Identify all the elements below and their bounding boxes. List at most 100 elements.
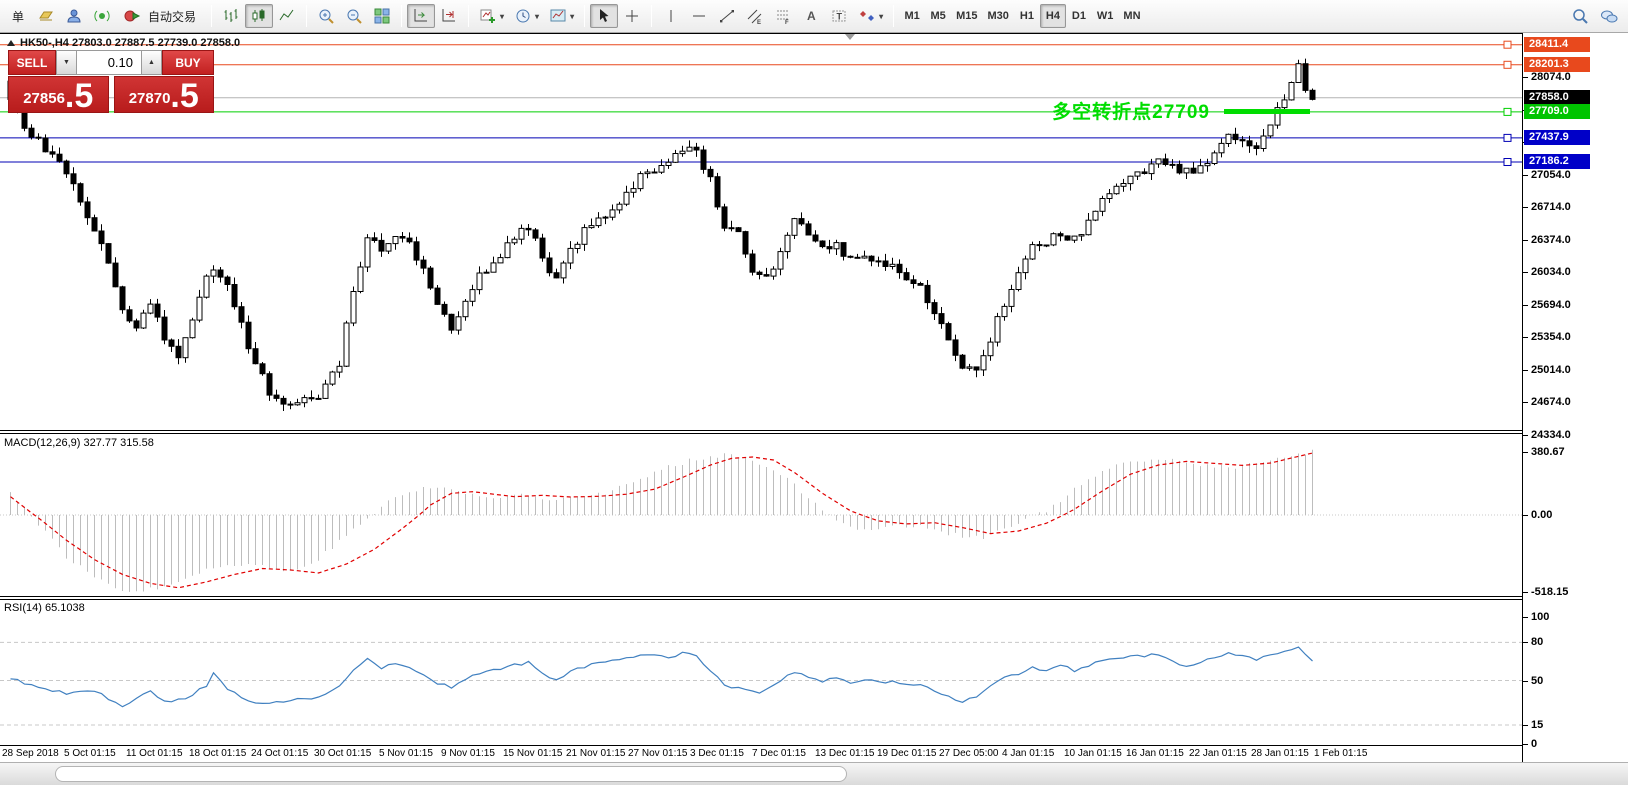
horizontal-line-button[interactable] [685, 4, 713, 28]
timeframe-group: M1 M5 M15 M30 H1 H4 D1 W1 MN [899, 4, 1145, 28]
sell-price-display[interactable]: 27856 .5 [8, 76, 109, 113]
zoom-out-button[interactable] [340, 4, 368, 28]
price-level-badge: 28201.3 [1524, 57, 1590, 72]
status-message-box [55, 766, 847, 782]
price-level-badge: 27437.9 [1524, 130, 1590, 145]
cursor-button[interactable] [590, 4, 619, 28]
price-level-badge: 27186.2 [1524, 154, 1590, 169]
buy-button[interactable]: BUY [162, 50, 214, 75]
price-tick-label: 28074.0 [1523, 71, 1571, 83]
crosshair-button[interactable] [618, 4, 646, 28]
vertical-line-button[interactable] [657, 4, 685, 28]
search-button[interactable] [1566, 4, 1594, 28]
community-button[interactable] [60, 4, 88, 28]
timeframe-m1-button[interactable]: M1 [899, 4, 925, 28]
cursor-icon [600, 9, 609, 22]
price-tick-label: 27054.0 [1523, 169, 1571, 181]
svg-text:T: T [837, 12, 843, 22]
dropdown-arrow-icon: ▾ [570, 11, 575, 21]
auto-scroll-icon [414, 9, 428, 22]
indicators-button[interactable]: ▾ [474, 4, 509, 28]
signals-button[interactable] [88, 4, 116, 28]
zoom-in-icon [319, 9, 334, 24]
text-label-icon: T [832, 10, 846, 22]
auto-trading-button[interactable]: 自动交易 [116, 4, 206, 28]
templates-button[interactable]: ▾ [544, 4, 579, 28]
bar-chart-button[interactable] [217, 4, 245, 28]
time-axis-label: 9 Nov 01:15 [441, 748, 495, 759]
timeframe-w1-button[interactable]: W1 [1092, 4, 1119, 28]
text-button[interactable]: A [797, 4, 825, 28]
template-icon [550, 9, 566, 22]
timeframe-h1-button[interactable]: H1 [1014, 4, 1040, 28]
time-axis-label: 18 Oct 01:15 [189, 748, 247, 759]
time-axis-label: 27 Nov 01:15 [628, 748, 688, 759]
toolbar-separator [651, 5, 653, 27]
candlestick-chart-button[interactable] [245, 4, 274, 28]
chart-shift-button[interactable] [435, 4, 463, 28]
trendline-button[interactable] [713, 4, 741, 28]
price-tick-label: 26034.0 [1523, 266, 1571, 278]
chart-window-border [0, 33, 1628, 34]
timeframe-h4-button[interactable]: H4 [1039, 4, 1066, 28]
timeframe-d1-button[interactable]: D1 [1066, 4, 1092, 28]
chart-title-marker-icon[interactable] [7, 40, 15, 46]
shapes-icon [860, 11, 875, 21]
pane-separator[interactable] [0, 596, 1522, 600]
buy-price-main: 27870 [128, 90, 171, 107]
time-axis-label: 28 Jan 01:15 [1251, 748, 1309, 759]
macd-axis-label: 380.67 [1523, 446, 1565, 458]
svg-text:F: F [785, 20, 789, 25]
time-axis-label: 30 Oct 01:15 [314, 748, 372, 759]
gold-panel-button[interactable] [32, 4, 60, 28]
clock-icon [516, 9, 530, 23]
pane-separator[interactable] [0, 430, 1522, 434]
line-chart-button[interactable] [273, 4, 301, 28]
rsi-indicator-label: RSI(14) 65.1038 [4, 602, 85, 614]
chat-icon [1601, 10, 1618, 23]
sell-button[interactable]: SELL [8, 50, 56, 75]
toolbar-separator [306, 5, 308, 27]
timeframe-m15-button[interactable]: M15 [951, 4, 982, 28]
time-axis[interactable]: 28 Sep 2018 5 Oct 01:15 11 Oct 01:15 18 Oct… [0, 746, 1522, 762]
new-order-button[interactable]: 单 [4, 4, 32, 28]
channel-button[interactable]: E [741, 4, 769, 28]
timeframe-m5-button[interactable]: M5 [925, 4, 951, 28]
rsi-axis-label: 15 [1523, 719, 1543, 731]
buy-price-display[interactable]: 27870 .5 [113, 76, 214, 113]
annotation-line-segment[interactable] [1224, 109, 1310, 114]
volume-input[interactable] [77, 50, 141, 75]
volume-decrease-button[interactable]: ▼ [56, 50, 77, 75]
chat-button[interactable] [1594, 4, 1624, 28]
text-label-button[interactable]: T [825, 4, 853, 28]
annotation-text[interactable]: 多空转折点27709 [1052, 102, 1210, 123]
zoom-out-icon [347, 9, 362, 24]
macd-pane[interactable] [0, 434, 1522, 597]
community-icon [67, 9, 81, 23]
time-axis-label: 15 Nov 01:15 [503, 748, 563, 759]
timeframe-m30-button[interactable]: M30 [983, 4, 1014, 28]
time-axis-label: 5 Oct 01:15 [64, 748, 116, 759]
tile-windows-button[interactable] [368, 4, 396, 28]
text-icon: A [807, 9, 816, 23]
price-tick-label: 25694.0 [1523, 299, 1571, 311]
time-axis-label: 27 Dec 05:00 [939, 748, 999, 759]
auto-scroll-button[interactable] [407, 4, 436, 28]
price-axis[interactable]: 28074.027734.027394.027054.026714.026374… [1522, 33, 1628, 762]
toolbar-separator [468, 5, 470, 27]
timeframe-mn-button[interactable]: MN [1118, 4, 1145, 28]
window-list-marker-icon[interactable] [845, 34, 855, 40]
zoom-in-button[interactable] [312, 4, 340, 28]
auto-trading-icon [124, 10, 141, 22]
time-axis-label: 22 Jan 01:15 [1189, 748, 1247, 759]
bar-chart-icon [224, 9, 238, 22]
price-tick-label: 26714.0 [1523, 201, 1571, 213]
candlestick-plot[interactable] [0, 34, 1522, 430]
time-axis-label: 1 Feb 01:15 [1314, 748, 1368, 759]
dropdown-arrow-icon: ▾ [500, 11, 505, 21]
fibonacci-button[interactable]: F [769, 4, 797, 28]
rsi-pane[interactable] [0, 600, 1522, 745]
shapes-button[interactable]: ▾ [853, 4, 888, 28]
volume-increase-button[interactable]: ▲ [141, 50, 162, 75]
periods-button[interactable]: ▾ [509, 4, 544, 28]
